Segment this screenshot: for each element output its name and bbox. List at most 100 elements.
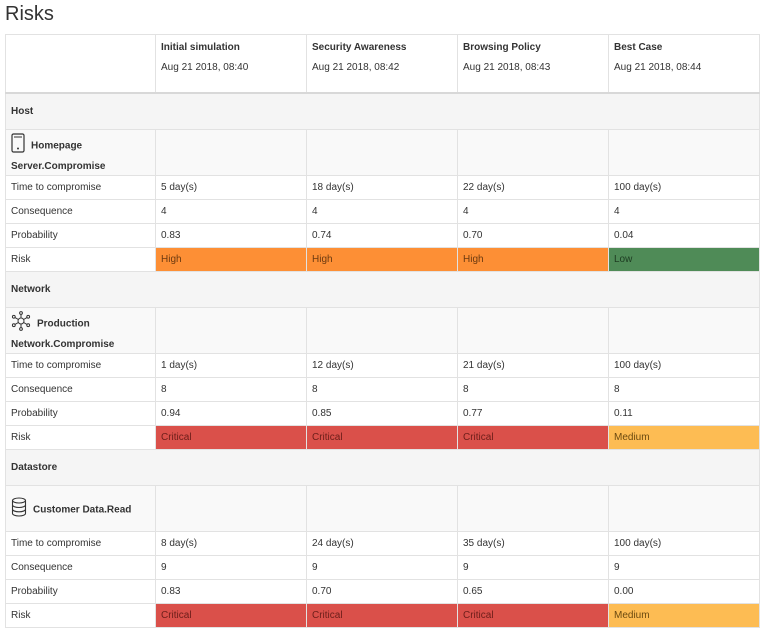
category-row: Datastore: [5, 449, 760, 486]
asset-name-cell[interactable]: Customer Data.Read: [5, 485, 156, 532]
risk-badge: Critical: [457, 425, 609, 450]
probability-row: Probability 0.83 0.74 0.70 0.04: [5, 223, 760, 248]
probability-value: 0.65: [457, 579, 609, 604]
consequence-value: 9: [306, 555, 458, 580]
asset-empty-cell: [306, 485, 458, 532]
scenario-name: Security Awareness: [312, 42, 407, 53]
consequence-label: Consequence: [5, 555, 156, 580]
consequence-value: 9: [457, 555, 609, 580]
category-row: Network: [5, 271, 760, 308]
server-icon: [11, 132, 25, 153]
database-icon: [11, 496, 27, 517]
asset-empty-cell: [155, 129, 307, 176]
probability-value: 0.83: [155, 579, 307, 604]
scenario-date: Aug 21 2018, 08:43: [463, 62, 551, 73]
probability-row: Probability 0.83 0.70 0.65 0.00: [5, 579, 760, 604]
probability-label: Probability: [5, 223, 156, 248]
asset-name-cell[interactable]: Homepage Server.Compromise: [5, 129, 156, 176]
network-icon: [11, 310, 31, 337]
asset-empty-cell: [608, 307, 760, 354]
probability-value: 0.70: [457, 223, 609, 248]
asset-name-line2: Server.Compromise: [11, 160, 106, 172]
database-icon: [11, 496, 27, 523]
risk-badge: High: [155, 247, 307, 272]
risk-badge: Medium: [608, 425, 760, 450]
asset-empty-cell: [155, 307, 307, 354]
category-label: Network: [5, 271, 760, 308]
category-label: Host: [5, 92, 760, 130]
asset-empty-cell: [306, 307, 458, 354]
risk-badge: High: [306, 247, 458, 272]
risk-badge: Low: [608, 247, 760, 272]
risk-badge: High: [457, 247, 609, 272]
time-value: 100 day(s): [608, 175, 760, 200]
scenario-date: Aug 21 2018, 08:40: [161, 62, 249, 73]
consequence-row: Consequence 4 4 4 4: [5, 199, 760, 224]
risk-row: Risk Critical Critical Critical Medium: [5, 603, 760, 628]
time-value: 12 day(s): [306, 353, 458, 378]
consequence-value: 8: [306, 377, 458, 402]
asset-name-line2: Network.Compromise: [11, 338, 115, 350]
header-empty-cell: [5, 34, 156, 94]
asset-name-line1: Homepage: [31, 140, 83, 152]
probability-value: 0.04: [608, 223, 760, 248]
risk-badge: Critical: [155, 425, 307, 450]
category-row: Host: [5, 92, 760, 130]
scenario-name: Best Case: [614, 42, 663, 53]
time-value: 100 day(s): [608, 353, 760, 378]
scenario-header[interactable]: Security Awareness Aug 21 2018, 08:42: [306, 34, 458, 94]
time-value: 1 day(s): [155, 353, 307, 378]
probability-row: Probability 0.94 0.85 0.77 0.11: [5, 401, 760, 426]
category-label: Datastore: [5, 449, 760, 486]
scenario-header[interactable]: Best Case Aug 21 2018, 08:44: [608, 34, 760, 94]
asset-empty-cell: [306, 129, 458, 176]
probability-value: 0.70: [306, 579, 458, 604]
consequence-row: Consequence 8 8 8 8: [5, 377, 760, 402]
asset-row: Customer Data.Read: [5, 485, 760, 532]
probability-label: Probability: [5, 401, 156, 426]
consequence-value: 4: [457, 199, 609, 224]
risk-badge: Critical: [306, 425, 458, 450]
consequence-label: Consequence: [5, 199, 156, 224]
scenario-header[interactable]: Initial simulation Aug 21 2018, 08:40: [155, 34, 307, 94]
time-row: Time to compromise 8 day(s) 24 day(s) 35 da…: [5, 531, 760, 556]
probability-label: Probability: [5, 579, 156, 604]
asset-name-line1: Production: [37, 318, 90, 330]
page-title: Risks: [5, 3, 54, 25]
probability-value: 0.11: [608, 401, 760, 426]
probability-value: 0.83: [155, 223, 307, 248]
scenario-name: Initial simulation: [161, 42, 240, 53]
probability-value: 0.74: [306, 223, 458, 248]
asset-empty-cell: [457, 485, 609, 532]
time-value: 18 day(s): [306, 175, 458, 200]
time-row: Time to compromise 5 day(s) 18 day(s) 22 da…: [5, 175, 760, 200]
scenario-name: Browsing Policy: [463, 42, 541, 53]
probability-value: 0.00: [608, 579, 760, 604]
time-row: Time to compromise 1 day(s) 12 day(s) 21 da…: [5, 353, 760, 378]
time-value: 21 day(s): [457, 353, 609, 378]
time-label: Time to compromise: [5, 531, 156, 556]
risk-row: Risk High High High Low: [5, 247, 760, 272]
time-value: 24 day(s): [306, 531, 458, 556]
consequence-value: 4: [608, 199, 760, 224]
consequence-value: 9: [608, 555, 760, 580]
risk-badge: Critical: [457, 603, 609, 628]
time-value: 100 day(s): [608, 531, 760, 556]
time-value: 35 day(s): [457, 531, 609, 556]
time-value: 5 day(s): [155, 175, 307, 200]
network-icon: [11, 310, 31, 331]
asset-row: Homepage Server.Compromise: [5, 129, 760, 176]
time-value: 8 day(s): [155, 531, 307, 556]
risks-table-body: Host Homepage Server.Compromise Time to co…: [5, 92, 760, 628]
scenario-header-row: Initial simulation Aug 21 2018, 08:40 Se…: [5, 34, 760, 94]
asset-name-cell[interactable]: Production Network.Compromise: [5, 307, 156, 354]
risk-badge: Medium: [608, 603, 760, 628]
probability-value: 0.94: [155, 401, 307, 426]
consequence-value: 8: [608, 377, 760, 402]
consequence-value: 8: [155, 377, 307, 402]
asset-name-line1: Customer Data.Read: [33, 504, 132, 516]
consequence-value: 4: [155, 199, 307, 224]
scenario-header[interactable]: Browsing Policy Aug 21 2018, 08:43: [457, 34, 609, 94]
consequence-value: 4: [306, 199, 458, 224]
risk-badge: Critical: [306, 603, 458, 628]
